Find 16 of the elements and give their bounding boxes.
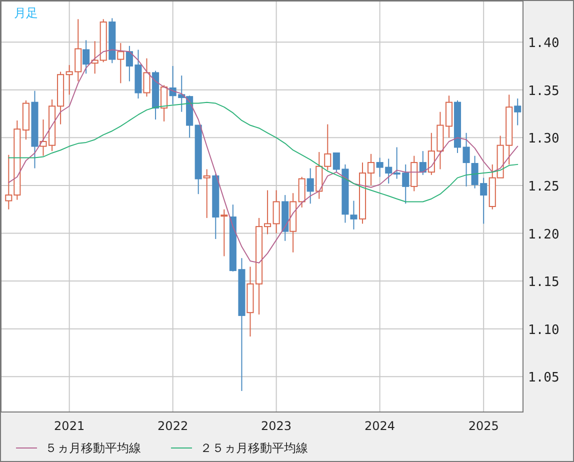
y-tick-label: 1.15 [528, 275, 560, 290]
y-tick-label: 1.05 [528, 370, 560, 386]
x-tick-label: 2025 [468, 419, 499, 433]
y-tick-label: 1.30 [528, 132, 560, 147]
legend-label: ５ヵ月移動平均線 [45, 441, 141, 455]
y-tick-label: 1.10 [528, 322, 560, 338]
y-tick-label: 1.35 [528, 84, 560, 99]
x-tick-label: 2022 [158, 419, 188, 433]
text: 月足 [14, 6, 38, 20]
y-tick-label: 1.20 [528, 227, 560, 242]
x-tick-label: 2023 [261, 419, 292, 433]
x-tick-label: 2024 [364, 419, 396, 433]
y-tick-label: 1.25 [528, 179, 560, 194]
legend-label: ２５ヵ月移動平均線 [200, 441, 308, 455]
x-tick-label: 2021 [54, 419, 85, 433]
y-tick-label: 1.40 [528, 36, 560, 52]
